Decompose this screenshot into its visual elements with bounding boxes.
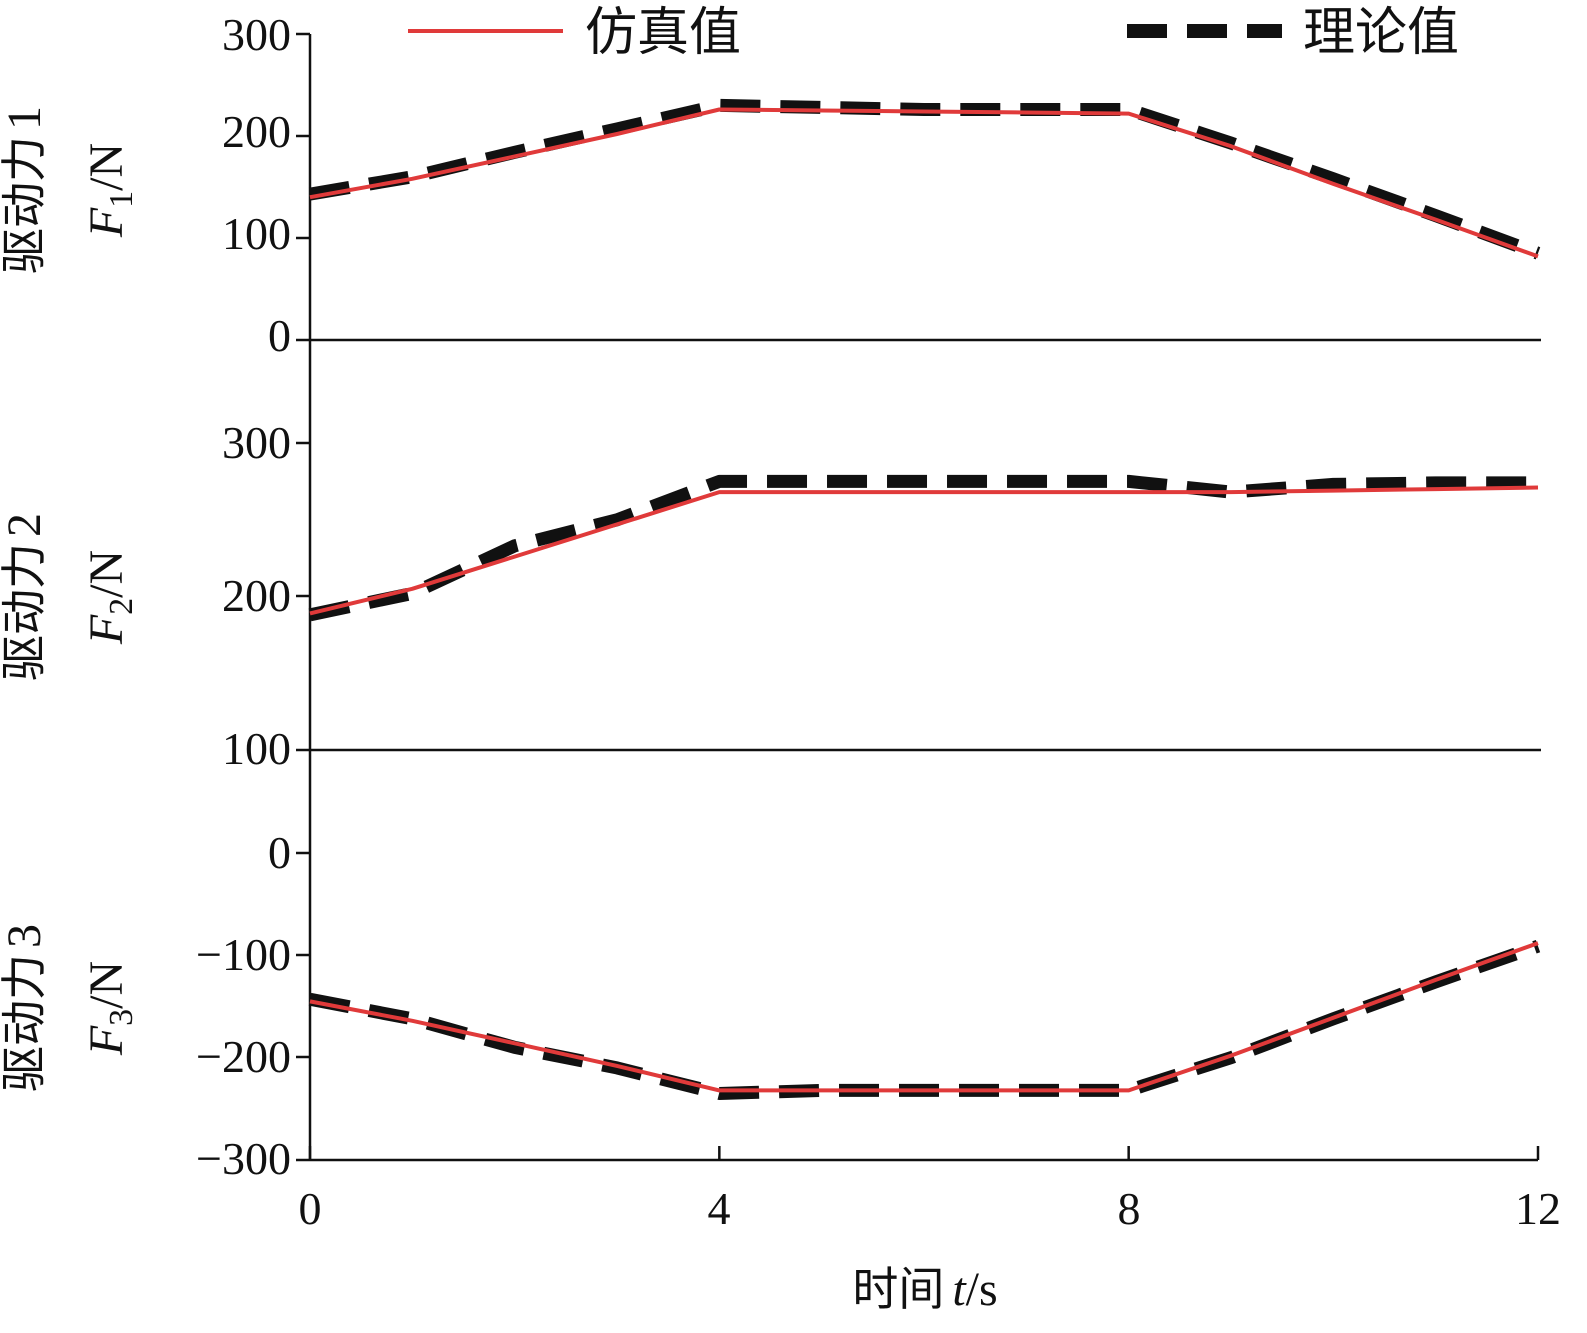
panel-3-theoretical-line (308, 939, 1541, 1100)
svg-text:驱动力1: 驱动力 1 (0, 106, 51, 274)
x-tick-label: 4 (708, 1183, 731, 1234)
x-tick-label: 8 (1118, 1183, 1141, 1234)
panel-1-y-tick-label: 200 (222, 106, 291, 157)
axes (296, 32, 1541, 1162)
panel-3-y-tick-label: −200 (196, 1031, 291, 1082)
x-axis-title-unit: /s (966, 1263, 998, 1316)
panel-2-y-tick-label: 100 (222, 723, 291, 774)
panel-2-ylabel-index: 2 (0, 513, 51, 537)
panel-3-y-tick-label: 0 (268, 827, 291, 878)
panel-3-y-ticks: −300 −200 −100 0 (196, 827, 291, 1184)
x-ticks: 0 4 8 12 (299, 1183, 1562, 1234)
panel-1-y-tick-label: 100 (222, 208, 291, 259)
panel-3-ylabel-unit: /N (80, 961, 133, 1009)
x-axis-title-var: t (952, 1263, 967, 1316)
svg-text:F1/N: F1/N (80, 143, 140, 238)
panel-3-y-axis-title: 驱动力3 F3/N (0, 924, 140, 1092)
panel-3-y-tick-label: −300 (196, 1133, 291, 1184)
svg-text:驱动力3: 驱动力 3 (0, 924, 51, 1092)
legend-simulated-label: 仿真值 (585, 3, 741, 63)
svg-text:驱动力2: 驱动力 2 (0, 513, 51, 681)
panel-3-ylabel-index: 3 (0, 924, 51, 948)
legend-theoretical-label: 理论值 (1303, 3, 1459, 63)
x-axis-title: 时间 t/s (852, 1262, 997, 1316)
panel-2-ylabel-cn: 驱动力 (0, 543, 51, 681)
series-layer (308, 98, 1541, 1100)
panel-2-y-axis-title: 驱动力2 F2/N (0, 513, 140, 681)
panel-3-ylabel-var: F (80, 1025, 133, 1056)
panel-1-ylabel-unit: /N (80, 143, 133, 191)
panel-3-y-tick-label: −100 (196, 929, 291, 980)
panel-2-ylabel-var: F (80, 614, 133, 645)
x-axis-title-cn: 时间 (852, 1262, 944, 1316)
panel-1-simulated-line (309, 107, 1539, 259)
svg-text:F3/N: F3/N (80, 961, 140, 1056)
panel-2-y-tick-label: 200 (222, 570, 291, 621)
panel-2-simulated-line (309, 485, 1539, 616)
legend: 仿真值 理论值 (408, 3, 1459, 63)
panel-1-y-tick-label: 300 (222, 9, 291, 60)
panel-1-ylabel-var: F (80, 207, 133, 238)
panel-1-y-tick-label: 0 (268, 310, 291, 361)
x-tick-label: 0 (299, 1183, 322, 1234)
panel-2-theoretical-line (308, 474, 1538, 622)
panel-2-y-ticks: 100 200 300 (222, 417, 291, 774)
panel-1-ylabel-index: 1 (0, 106, 51, 130)
panel-2-ylabel-unit: /N (80, 550, 133, 598)
panel-2-y-tick-label: 300 (222, 417, 291, 468)
panel-1-ylabel-sub: 1 (103, 191, 140, 208)
panel-3-ylabel-sub: 3 (103, 1009, 140, 1026)
panel-1-y-ticks: 0 100 200 300 (222, 9, 291, 361)
panel-1-ylabel-cn: 驱动力 (0, 136, 51, 274)
panel-1-theoretical-line (308, 98, 1541, 260)
panel-2-ylabel-sub: 2 (103, 598, 140, 615)
panel-3-ylabel-cn: 驱动力 (0, 954, 51, 1092)
panel-1-y-axis-title: 驱动力1 F1/N (0, 106, 140, 274)
x-tick-label: 12 (1515, 1183, 1561, 1234)
panel-3-simulated-line (309, 941, 1539, 1093)
svg-text:F2/N: F2/N (80, 550, 140, 645)
